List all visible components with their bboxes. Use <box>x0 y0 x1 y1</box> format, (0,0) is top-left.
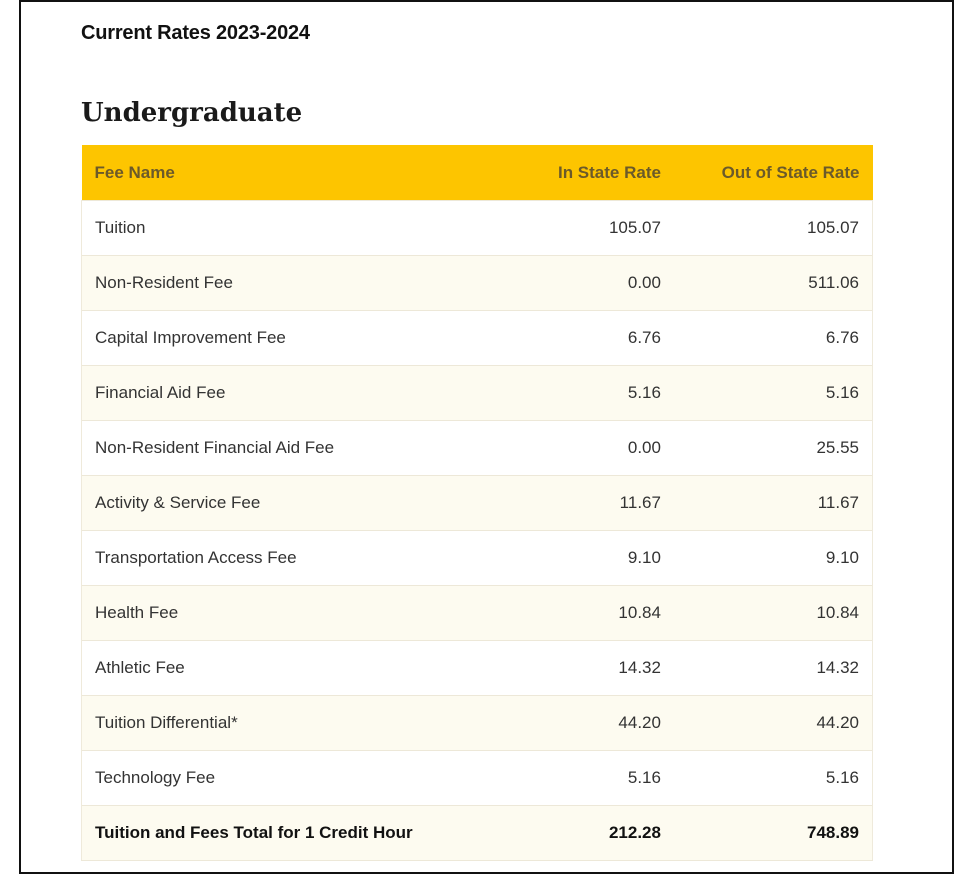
table-row: Transportation Access Fee 9.10 9.10 <box>81 530 873 586</box>
out-of-state-rate-cell: 9.10 <box>660 530 873 586</box>
out-of-state-rate-cell: 11.67 <box>660 475 873 531</box>
in-state-rate-cell: 0.00 <box>487 420 661 476</box>
fee-name-cell: Activity & Service Fee <box>81 475 488 531</box>
fee-name-cell: Technology Fee <box>81 750 488 806</box>
out-of-state-rate-cell: 10.84 <box>660 585 873 641</box>
total-in-state-cell: 212.28 <box>487 805 661 861</box>
table-row: Athletic Fee 14.32 14.32 <box>81 640 873 696</box>
table-row: Technology Fee 5.16 5.16 <box>81 750 873 806</box>
out-of-state-rate-cell: 5.16 <box>660 750 873 806</box>
in-state-rate-cell: 105.07 <box>487 200 661 256</box>
out-of-state-rate-cell: 14.32 <box>660 640 873 696</box>
table-row: Non-Resident Fee 0.00 511.06 <box>81 255 873 311</box>
out-of-state-rate-cell: 5.16 <box>660 365 873 421</box>
table-row: Activity & Service Fee 11.67 11.67 <box>81 475 873 531</box>
header-fee-name: Fee Name <box>81 145 488 201</box>
total-label-cell: Tuition and Fees Total for 1 Credit Hour <box>81 805 488 861</box>
total-out-of-state-cell: 748.89 <box>660 805 873 861</box>
out-of-state-rate-cell: 105.07 <box>660 200 873 256</box>
in-state-rate-cell: 6.76 <box>487 310 661 366</box>
fee-name-cell: Non-Resident Financial Aid Fee <box>81 420 488 476</box>
table-row: Capital Improvement Fee 6.76 6.76 <box>81 310 873 366</box>
fee-name-cell: Health Fee <box>81 585 488 641</box>
fee-name-cell: Tuition <box>81 200 488 256</box>
out-of-state-rate-cell: 25.55 <box>660 420 873 476</box>
out-of-state-rate-cell: 44.20 <box>660 695 873 751</box>
total-row: Tuition and Fees Total for 1 Credit Hour… <box>81 805 873 861</box>
header-out-of-state-rate: Out of State Rate <box>660 145 873 201</box>
fee-table: Fee Name In State Rate Out of State Rate… <box>81 145 873 861</box>
section-title: Undergraduate <box>81 98 303 128</box>
fee-name-cell: Transportation Access Fee <box>81 530 488 586</box>
fee-name-cell: Capital Improvement Fee <box>81 310 488 366</box>
header-row: Fee Name In State Rate Out of State Rate <box>81 145 873 201</box>
in-state-rate-cell: 5.16 <box>487 365 661 421</box>
fee-name-cell: Financial Aid Fee <box>81 365 488 421</box>
content-frame <box>19 0 954 874</box>
in-state-rate-cell: 0.00 <box>487 255 661 311</box>
table-row: Health Fee 10.84 10.84 <box>81 585 873 641</box>
in-state-rate-cell: 5.16 <box>487 750 661 806</box>
table-row: Tuition 105.07 105.07 <box>81 200 873 256</box>
table-row: Financial Aid Fee 5.16 5.16 <box>81 365 873 421</box>
header-in-state-rate: In State Rate <box>487 145 661 201</box>
in-state-rate-cell: 44.20 <box>487 695 661 751</box>
frame-top-border <box>19 0 954 2</box>
in-state-rate-cell: 10.84 <box>487 585 661 641</box>
table-row: Tuition Differential* 44.20 44.20 <box>81 695 873 751</box>
out-of-state-rate-cell: 511.06 <box>660 255 873 311</box>
in-state-rate-cell: 11.67 <box>487 475 661 531</box>
in-state-rate-cell: 9.10 <box>487 530 661 586</box>
table-body: Tuition 105.07 105.07 Non-Resident Fee 0… <box>81 200 873 861</box>
in-state-rate-cell: 14.32 <box>487 640 661 696</box>
fee-name-cell: Tuition Differential* <box>81 695 488 751</box>
fee-name-cell: Athletic Fee <box>81 640 488 696</box>
page-title: Current Rates 2023-2024 <box>81 22 310 44</box>
table-row: Non-Resident Financial Aid Fee 0.00 25.5… <box>81 420 873 476</box>
out-of-state-rate-cell: 6.76 <box>660 310 873 366</box>
fee-name-cell: Non-Resident Fee <box>81 255 488 311</box>
table-header: Fee Name In State Rate Out of State Rate <box>81 145 873 201</box>
